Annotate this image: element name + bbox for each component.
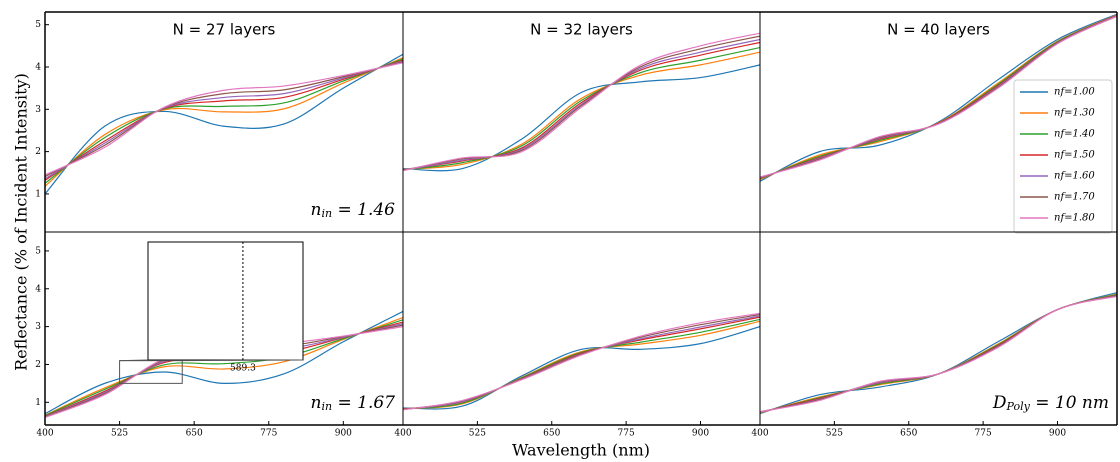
y-tick-label: 2: [35, 147, 41, 157]
annotation: nin = 1.67: [311, 393, 396, 414]
x-tick-label: 775: [260, 429, 277, 439]
series-line: [45, 57, 403, 187]
panel-title: N = 27 layers: [173, 21, 276, 39]
x-tick-label: 650: [900, 429, 917, 439]
x-tick-label: 650: [186, 429, 203, 439]
x-tick-label: 525: [826, 429, 843, 439]
y-tick-label: 3: [35, 322, 41, 332]
series-line: [403, 32, 760, 172]
y-tick-label: 4: [35, 63, 41, 73]
annotation-part: = 1.46: [332, 200, 395, 220]
annotation-part: n: [311, 200, 322, 220]
inset-tick-label: 589.3: [230, 364, 256, 374]
annotation-part: n: [311, 393, 322, 413]
annotation-part: D: [992, 393, 1007, 413]
annotation-part: Poly: [1006, 400, 1031, 413]
series-line: [403, 64, 760, 172]
plot-lines: [403, 32, 760, 172]
series-line: [403, 315, 760, 411]
annotation-part: in: [321, 400, 332, 413]
plot-lines: [760, 291, 1117, 415]
series-line: [45, 59, 403, 181]
plot-lines: [45, 53, 403, 195]
annotation: DPoly = 10 nm: [992, 393, 1109, 414]
series-line: [403, 320, 760, 410]
series-line: [403, 35, 760, 171]
legend-label: nf=1.50: [1054, 150, 1095, 161]
panel-title: N = 40 layers: [887, 21, 990, 39]
y-tick-label: 5: [35, 246, 41, 256]
zoom-link: [182, 359, 304, 362]
x-tick-label: 400: [751, 429, 768, 439]
plot-lines: [760, 13, 1117, 182]
annotation-part: = 10 nm: [1030, 393, 1109, 413]
legend-label: nf=1.70: [1054, 192, 1095, 203]
series-line: [403, 326, 760, 410]
y-tick-label: 2: [35, 360, 41, 370]
series-line: [403, 46, 760, 171]
series-line: [45, 58, 403, 184]
series-line: [760, 15, 1117, 178]
series-line: [403, 38, 760, 171]
legend-label: nf=1.30: [1054, 108, 1095, 119]
legend-box: [1013, 79, 1113, 234]
plot-lines: [403, 312, 760, 411]
series-line: [403, 41, 760, 171]
series-line: [45, 53, 403, 195]
y-tick-label: 1: [35, 398, 41, 408]
x-tick-label: 525: [469, 429, 486, 439]
series-line: [403, 313, 760, 411]
inset-box: [147, 241, 304, 361]
legend-label: nf=1.60: [1054, 171, 1095, 182]
x-tick-label: 900: [692, 429, 709, 439]
series-line: [403, 51, 760, 170]
y-tick-label: 1: [35, 189, 41, 199]
x-tick-label: 400: [36, 429, 53, 439]
series-line: [760, 13, 1117, 182]
annotation-part: in: [321, 207, 332, 220]
x-tick-label: 775: [618, 429, 635, 439]
series-line: [45, 310, 403, 415]
x-tick-label: 650: [543, 429, 560, 439]
legend-label: nf=1.80: [1054, 213, 1095, 224]
series-line: [403, 318, 760, 410]
x-tick-label: 900: [1049, 429, 1066, 439]
y-tick-label: 4: [35, 284, 41, 294]
series-line: [45, 62, 403, 176]
x-tick-label: 775: [975, 429, 992, 439]
annotation: nin = 1.46: [311, 200, 396, 221]
x-tick-label: 525: [111, 429, 128, 439]
panel-title: N = 32 layers: [530, 21, 633, 39]
y-tick-label: 5: [35, 20, 41, 30]
series-line: [45, 61, 403, 178]
series-line: [760, 295, 1117, 413]
x-axis-label: Wavelength (nm): [512, 441, 650, 460]
x-tick-label: 900: [335, 429, 352, 439]
legend-label: nf=1.40: [1054, 129, 1095, 140]
legend-label: nf=1.00: [1054, 87, 1095, 98]
y-axis-label: Reflectance (% of Incident Intensity): [12, 73, 31, 371]
series-line: [45, 319, 403, 417]
x-tick-label: 400: [394, 429, 411, 439]
series-line: [403, 312, 760, 411]
annotation-part: = 1.67: [332, 393, 395, 413]
series-line: [45, 60, 403, 180]
y-tick-label: 3: [35, 105, 41, 115]
zoom-box: [119, 360, 183, 384]
series-line: [45, 316, 403, 416]
zoom-link: [119, 359, 149, 362]
